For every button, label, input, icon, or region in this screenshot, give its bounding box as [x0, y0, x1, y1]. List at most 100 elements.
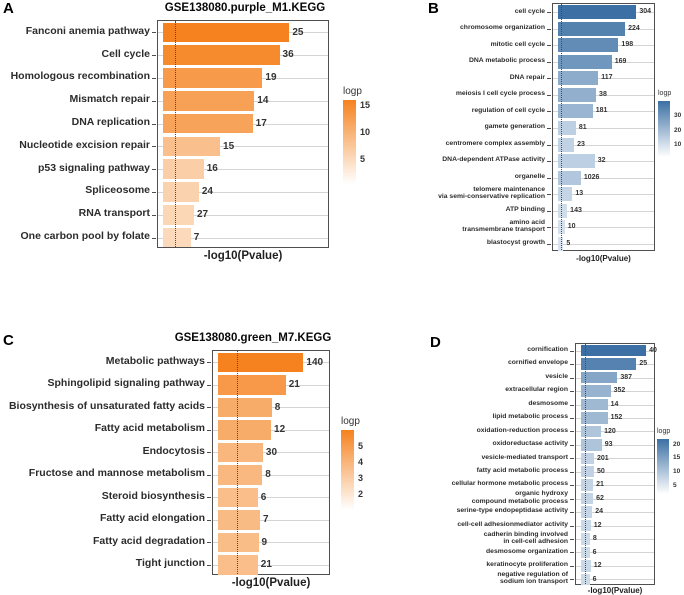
bar-count-label: 6 — [592, 575, 597, 583]
y-axis-tick — [570, 485, 574, 487]
bar-count-label: 27 — [196, 208, 209, 220]
legend-gradient-a — [343, 100, 356, 184]
bar-count-label: 1026 — [583, 173, 600, 181]
legend-tick-label: 5 — [358, 440, 364, 451]
legend-tick-label: 2 — [358, 488, 364, 499]
legend-tick-label: 3 — [358, 472, 364, 483]
bar-plot-c: 140 21 8 12 30 8 6 7 9 21 — [207, 350, 330, 575]
bar — [218, 532, 259, 552]
gridline — [576, 444, 654, 446]
y-axis-tick — [570, 458, 574, 460]
y-axis-label: blastocyst growth — [486, 239, 545, 247]
y-axis-label: Steroid biosynthesis — [101, 489, 205, 502]
bar — [558, 170, 581, 185]
legend-title-a: logp — [343, 86, 362, 97]
bar — [163, 136, 221, 157]
gridline — [553, 128, 654, 129]
bar-count-label: 32 — [597, 157, 606, 165]
gridline — [553, 144, 654, 146]
legend-tick-label: 20 — [674, 126, 682, 134]
y-axis-tick — [547, 128, 551, 129]
y-axis-label: vesicle — [545, 372, 568, 380]
y-axis-tick — [570, 350, 574, 352]
bar-count-label: 25 — [292, 26, 304, 38]
bar — [218, 352, 304, 372]
gridline — [576, 485, 654, 487]
bar-count-label: 10 — [567, 223, 576, 231]
gridline — [213, 474, 329, 476]
bar — [581, 560, 591, 572]
y-axis-label: Tight junction — [135, 557, 205, 570]
y-axis-label: chromosome organization — [460, 24, 545, 32]
y-axis-tick — [152, 55, 156, 57]
gridline — [576, 404, 654, 406]
bar — [163, 182, 199, 202]
bar-count-label: 120 — [604, 427, 616, 435]
bar-count-label: 6 — [260, 491, 267, 503]
y-axis-tick — [207, 474, 211, 476]
gridline — [553, 194, 654, 196]
y-axis-label: Endocytosis — [142, 444, 205, 457]
y-axis-label: DNA metabolic process — [468, 57, 545, 65]
y-axis-label: ATP binding — [505, 205, 545, 213]
bar — [218, 420, 272, 440]
gridline — [553, 161, 654, 163]
bar — [218, 465, 263, 485]
bar-count-label: 12 — [593, 521, 602, 529]
gridline — [213, 564, 329, 566]
y-axis-label: organic hydroxy compound metabolic proce… — [471, 490, 568, 505]
y-axis-label: meiosis I cell cycle process — [455, 90, 545, 98]
y-axis-label: negative regulation of sodium ion transp… — [497, 570, 568, 586]
y-axis-label: Homologous recombination — [10, 70, 150, 83]
gridline — [158, 237, 328, 239]
x-axis-label-c: -log10(Pvalue) — [231, 577, 311, 589]
bar — [581, 506, 593, 518]
bar-count-label: 50 — [597, 468, 605, 475]
gridline — [553, 227, 654, 229]
bar-count-label: 304 — [639, 8, 652, 16]
bar-count-label: 19 — [265, 72, 277, 84]
y-axis-label: extracellular region — [505, 386, 568, 394]
y-axis-label: cadherin binding involved in cell-cell a… — [483, 530, 568, 545]
threshold-line — [584, 344, 586, 584]
gridline — [576, 458, 654, 460]
bar — [558, 104, 593, 119]
y-axis-label: One carbon pool by folate — [20, 229, 150, 242]
bar-plot-b: 304 224 198 169 117 38 181 81 23 32 1026 13 143 10 5 — [547, 3, 655, 251]
y-axis-label: regulation of cell cycle — [471, 106, 545, 114]
y-axis-tick — [207, 362, 211, 364]
bar — [581, 371, 618, 384]
bar — [163, 22, 290, 43]
legend-gradient-c — [341, 430, 354, 510]
bar-count-label: 21 — [288, 379, 300, 390]
legend-gradient-d — [657, 439, 669, 494]
bar-count-label: 17 — [255, 117, 267, 129]
bar-count-label: 30 — [265, 446, 278, 458]
legend-tick-label: 4 — [358, 456, 364, 467]
y-axis-label: Fatty acid degradation — [92, 534, 205, 547]
bar — [581, 466, 595, 478]
bar — [558, 21, 626, 36]
bar-count-label: 7 — [262, 514, 269, 525]
bar — [218, 510, 260, 530]
y-axis-tick — [152, 169, 156, 171]
legend-tick-label: 10 — [673, 468, 681, 476]
bar-count-label: 140 — [306, 356, 324, 368]
legend-tick-label: 10 — [674, 141, 682, 149]
y-axis-tick — [570, 579, 574, 581]
y-axis-labels-a: Fanconi anemia pathway Cell cycle Homologo… — [0, 20, 150, 248]
gridline — [553, 94, 654, 96]
x-axis-label-a: -log10(Pvalue) — [203, 250, 283, 262]
y-axis-tick — [570, 512, 574, 514]
y-axis-label: Biosynthesis of unsaturated fatty acids — [8, 399, 205, 412]
chart-title-c: GSE138080.green_M7.KEGG — [174, 332, 332, 344]
bar — [558, 154, 595, 169]
bar-count-label: 14 — [610, 400, 619, 408]
legend-tick-label: 30 — [674, 111, 682, 119]
bar-count-label: 352 — [613, 387, 626, 395]
gridline — [576, 498, 654, 500]
y-axis-tick — [570, 391, 574, 393]
bar — [558, 236, 564, 251]
